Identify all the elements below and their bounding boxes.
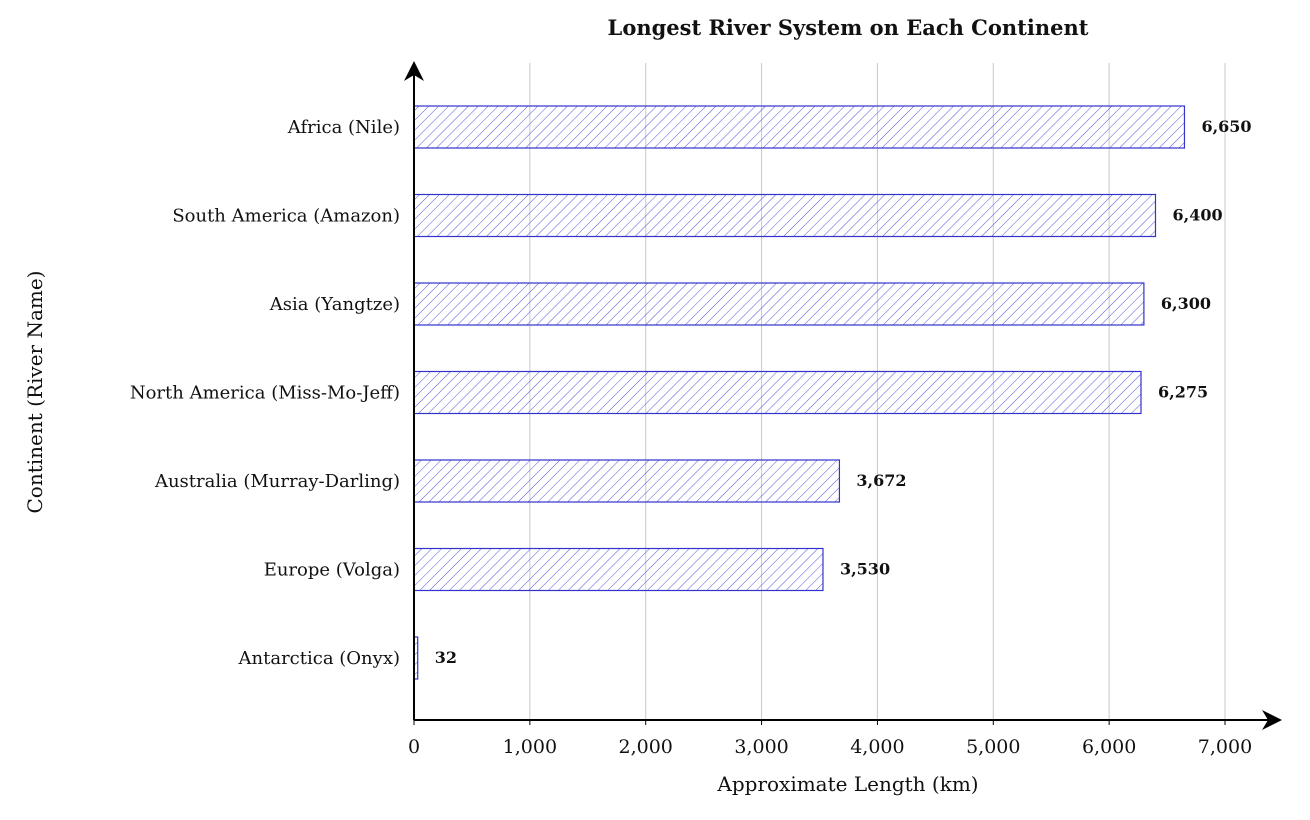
y-axis-title: Continent (River Name) xyxy=(23,271,47,514)
value-label: 3,672 xyxy=(856,471,906,490)
category-label: North America (Miss-Mo-Jeff) xyxy=(130,383,400,404)
value-label: 6,300 xyxy=(1161,294,1211,313)
category-label: Asia (Yangtze) xyxy=(269,294,400,315)
value-label: 6,650 xyxy=(1201,117,1251,136)
x-tick-label: 0 xyxy=(408,736,420,758)
chart-title: Longest River System on Each Continent xyxy=(608,15,1089,40)
bar xyxy=(413,459,841,503)
x-tick-label: 2,000 xyxy=(619,736,673,758)
data-labels: 6,650 6,400 6,300 6,275 3,672 3,530 32 xyxy=(435,117,1252,667)
value-label: 6,275 xyxy=(1158,383,1208,402)
category-label: Australia (Murray-Darling) xyxy=(154,471,400,492)
bar xyxy=(413,547,824,592)
bar xyxy=(413,105,1186,149)
axes xyxy=(404,61,1282,730)
x-ticks: 0 1,000 2,000 3,000 4,000 5,000 6,000 7,000 xyxy=(408,720,1252,758)
value-label: 32 xyxy=(435,648,457,667)
value-label: 6,400 xyxy=(1172,206,1222,225)
category-label: Europe (Volga) xyxy=(264,560,400,581)
category-label: Antarctica (Onyx) xyxy=(238,648,400,669)
x-tick-label: 5,000 xyxy=(966,736,1020,758)
x-tick-label: 7,000 xyxy=(1198,736,1252,758)
category-label: Africa (Nile) xyxy=(287,117,400,138)
bar xyxy=(413,193,1157,238)
x-tick-label: 3,000 xyxy=(734,736,788,758)
bar xyxy=(413,370,1142,415)
value-label: 3,530 xyxy=(840,560,890,579)
x-tick-label: 1,000 xyxy=(503,736,557,758)
x-axis-title: Approximate Length (km) xyxy=(716,772,978,796)
x-tick-label: 4,000 xyxy=(850,736,904,758)
category-label: South America (Amazon) xyxy=(172,206,400,227)
bar xyxy=(413,282,1145,326)
x-tick-label: 6,000 xyxy=(1082,736,1136,758)
category-labels: Africa (Nile) South America (Amazon) Asia … xyxy=(130,117,400,669)
bars xyxy=(413,105,1186,680)
